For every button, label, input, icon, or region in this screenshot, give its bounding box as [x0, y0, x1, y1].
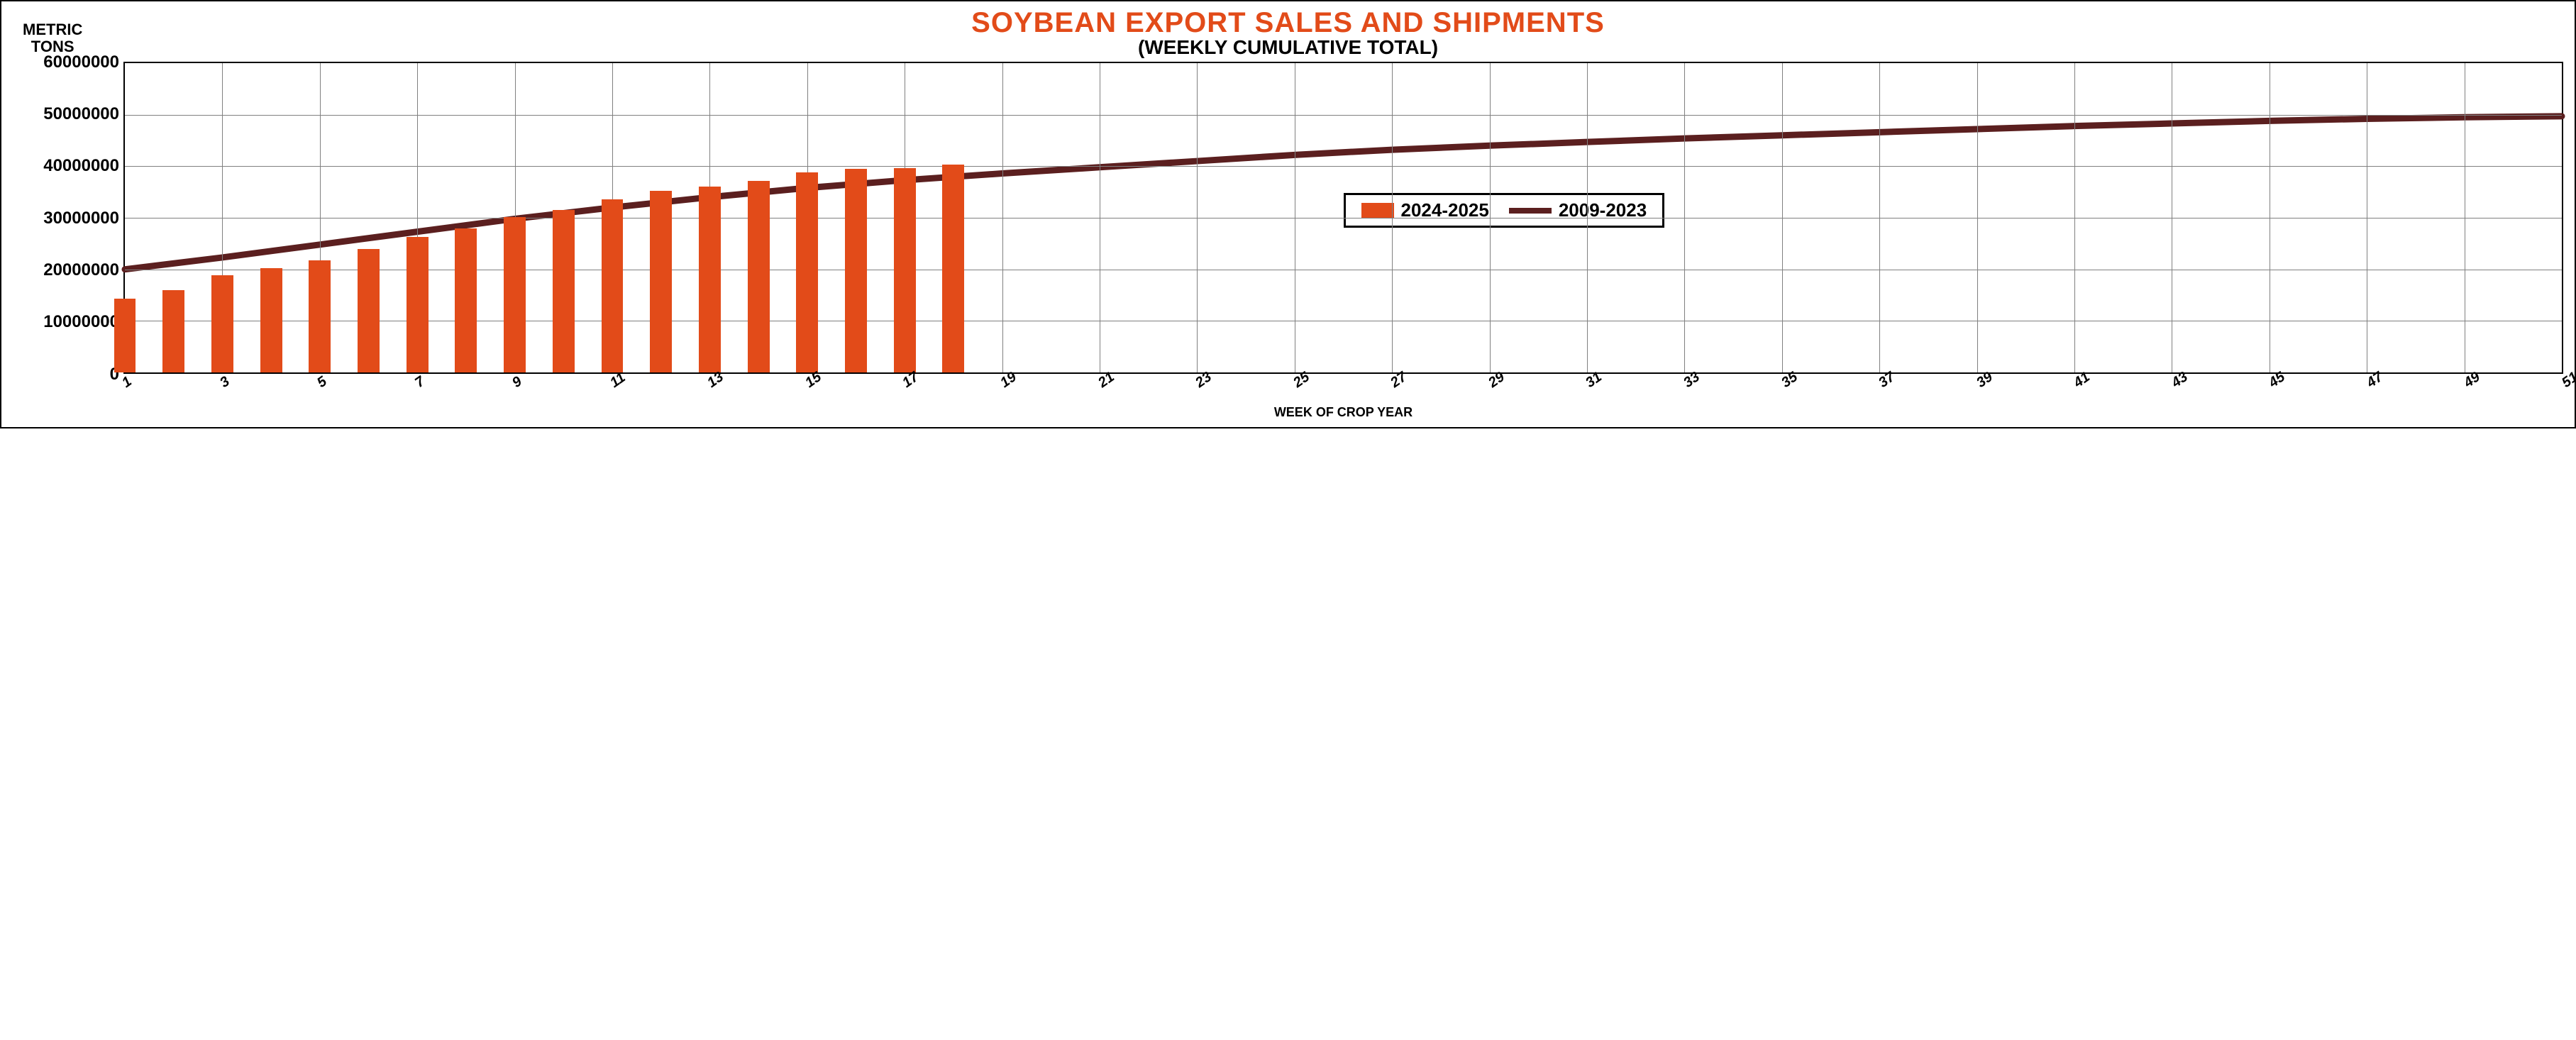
bar [260, 268, 282, 372]
gridline-vertical [1197, 63, 1198, 372]
bar [162, 290, 184, 372]
bar [796, 172, 818, 372]
plot-wrap: 6000000050000000400000003000000020000000… [13, 62, 2563, 374]
gridline-horizontal [125, 166, 2562, 167]
y-axis-tick: 10000000 [43, 312, 119, 332]
bar [114, 299, 136, 372]
x-axis-tick: 7 [412, 374, 428, 392]
gridline-vertical [1002, 63, 1003, 372]
bar [699, 187, 721, 372]
y-axis-tick: 40000000 [43, 156, 119, 176]
gridline-vertical [1392, 63, 1393, 372]
y-axis-title-line1: METRIC [23, 21, 82, 38]
bar [942, 165, 964, 372]
x-axis-title: WEEK OF CROP YEAR [123, 405, 2563, 420]
x-axis-tick: 9 [509, 374, 525, 392]
bar [455, 228, 477, 372]
legend-swatch-line [1509, 208, 1552, 214]
bar [407, 237, 429, 372]
y-axis-tick: 60000000 [43, 52, 119, 72]
x-axis-tick: 5 [314, 374, 330, 392]
x-axis-ticks: 1357911131517192123252729313335373941434… [123, 374, 2563, 404]
bar [309, 260, 331, 372]
bar [845, 169, 867, 372]
x-axis-tick: 3 [217, 374, 233, 392]
bar [211, 275, 233, 372]
bar [748, 181, 770, 372]
bar [358, 249, 380, 372]
y-axis-spacer [13, 374, 123, 420]
bar [650, 191, 672, 372]
chart-subtitle: (WEEKLY CUMULATIVE TOTAL) [13, 36, 2563, 59]
chart-container: METRIC TONS SOYBEAN EXPORT SALES AND SHI… [0, 0, 2576, 428]
y-axis-title: METRIC TONS [23, 21, 82, 55]
title-area: SOYBEAN EXPORT SALES AND SHIPMENTS (WEEK… [13, 7, 2563, 59]
gridline-vertical [1879, 63, 1880, 372]
y-axis-tick: 50000000 [43, 104, 119, 124]
bar [553, 210, 575, 372]
gridline-vertical [1977, 63, 1978, 372]
gridline-vertical [2074, 63, 2075, 372]
y-axis-tick: 30000000 [43, 209, 119, 228]
chart-title: SOYBEAN EXPORT SALES AND SHIPMENTS [13, 7, 2563, 39]
legend-swatch-bar [1361, 203, 1394, 218]
bar [894, 168, 916, 372]
gridline-vertical [1782, 63, 1783, 372]
gridline-vertical [1490, 63, 1491, 372]
gridline-vertical [1684, 63, 1685, 372]
bar [602, 199, 624, 372]
y-axis-ticks: 6000000050000000400000003000000020000000… [13, 62, 123, 374]
bar [504, 217, 526, 372]
gridline-vertical [1587, 63, 1588, 372]
gridline-horizontal [125, 115, 2562, 116]
plot-area: 2024-20252009-2023 [123, 62, 2563, 374]
y-axis-tick: 20000000 [43, 260, 119, 280]
